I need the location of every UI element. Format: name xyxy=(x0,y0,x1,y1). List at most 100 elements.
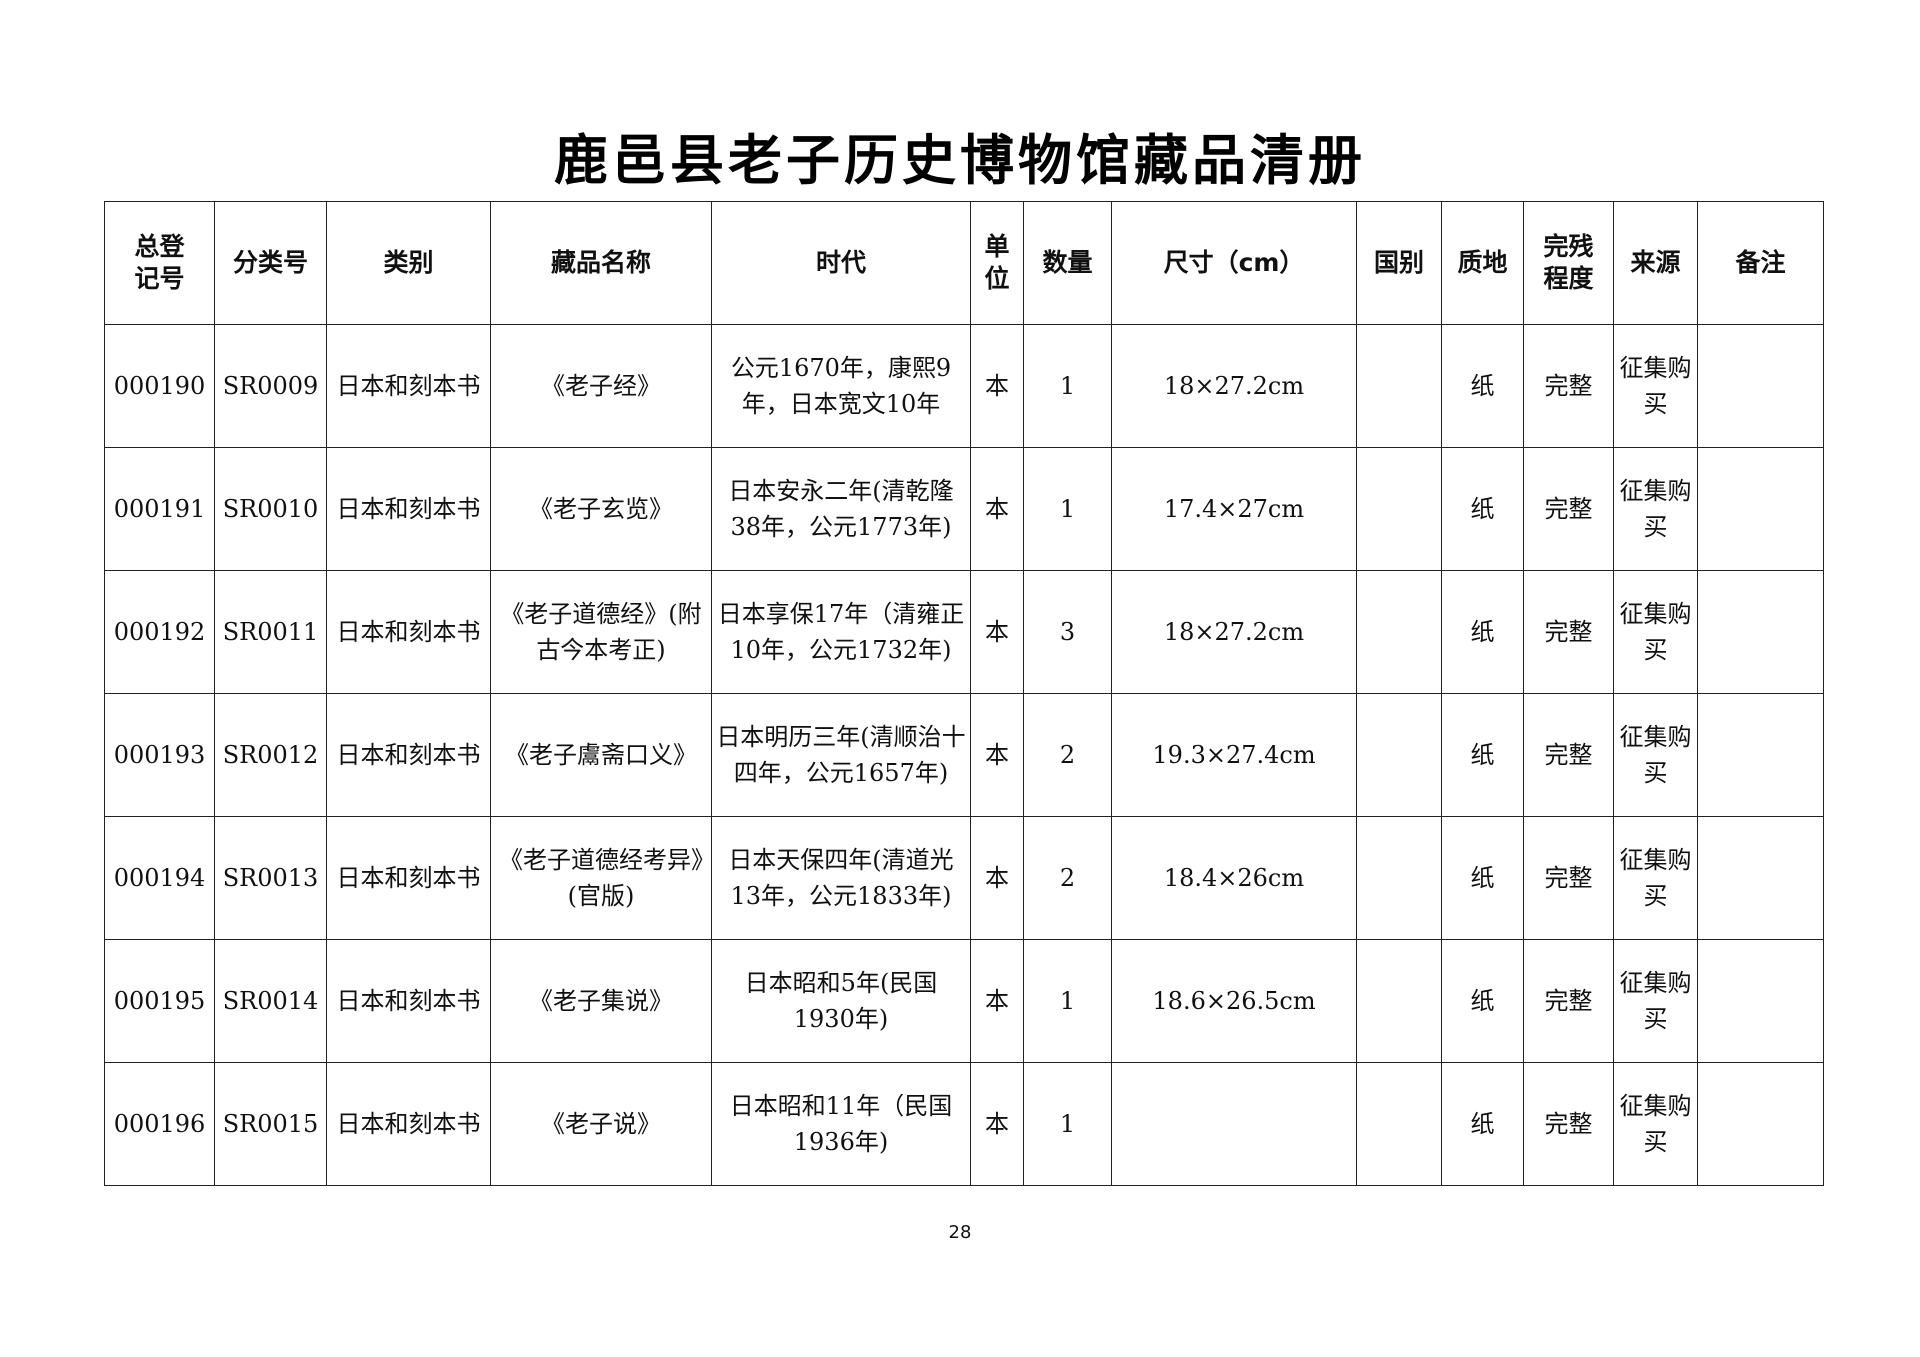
cell-country xyxy=(1356,447,1442,571)
table-row: 000191 SR0010 日本和刻本书 《老子玄览》 日本安永二年(清乾隆38… xyxy=(104,447,1824,571)
cell-condition: 完整 xyxy=(1523,939,1614,1063)
cell-qty: 1 xyxy=(1023,324,1112,448)
cell-class-no: SR0010 xyxy=(214,447,327,571)
cell-size: 18.6×26.5cm xyxy=(1111,939,1357,1063)
cell-note xyxy=(1697,324,1824,448)
cell-name: 《老子道德经考异》(官版) xyxy=(490,816,712,940)
cell-condition: 完整 xyxy=(1523,1062,1614,1186)
header-name: 藏品名称 xyxy=(490,201,712,325)
table-row: 000193 SR0012 日本和刻本书 《老子鬳斋口义》 日本明历三年(清顺治… xyxy=(104,693,1824,817)
cell-category: 日本和刻本书 xyxy=(326,693,491,817)
cell-size: 18×27.2cm xyxy=(1111,324,1357,448)
cell-reg-no: 000190 xyxy=(104,324,215,448)
cell-category: 日本和刻本书 xyxy=(326,324,491,448)
cell-note xyxy=(1697,1062,1824,1186)
cell-country xyxy=(1356,1062,1442,1186)
cell-name: 《老子经》 xyxy=(490,324,712,448)
cell-condition: 完整 xyxy=(1523,570,1614,694)
cell-source: 征集购买 xyxy=(1613,816,1698,940)
cell-note xyxy=(1697,693,1824,817)
cell-class-no: SR0013 xyxy=(214,816,327,940)
cell-material: 纸 xyxy=(1441,816,1524,940)
cell-era: 日本安永二年(清乾隆38年，公元1773年) xyxy=(711,447,971,571)
cell-qty: 1 xyxy=(1023,939,1112,1063)
cell-reg-no: 000194 xyxy=(104,816,215,940)
cell-condition: 完整 xyxy=(1523,447,1614,571)
table-row: 000192 SR0011 日本和刻本书 《老子道德经》(附古今本考正) 日本享… xyxy=(104,570,1824,694)
cell-condition: 完整 xyxy=(1523,324,1614,448)
cell-material: 纸 xyxy=(1441,1062,1524,1186)
cell-condition: 完整 xyxy=(1523,816,1614,940)
cell-source: 征集购买 xyxy=(1613,693,1698,817)
cell-qty: 3 xyxy=(1023,570,1112,694)
cell-name: 《老子集说》 xyxy=(490,939,712,1063)
header-condition: 完残 程度 xyxy=(1523,201,1614,325)
cell-reg-no: 000193 xyxy=(104,693,215,817)
cell-qty: 1 xyxy=(1023,447,1112,571)
cell-material: 纸 xyxy=(1441,693,1524,817)
header-category: 类别 xyxy=(326,201,491,325)
header-class-no: 分类号 xyxy=(214,201,327,325)
cell-qty: 2 xyxy=(1023,693,1112,817)
cell-category: 日本和刻本书 xyxy=(326,570,491,694)
table-row: 000194 SR0013 日本和刻本书 《老子道德经考异》(官版) 日本天保四… xyxy=(104,816,1824,940)
cell-size: 18.4×26cm xyxy=(1111,816,1357,940)
cell-unit: 本 xyxy=(970,324,1024,448)
cell-category: 日本和刻本书 xyxy=(326,447,491,571)
cell-size: 18×27.2cm xyxy=(1111,570,1357,694)
cell-source: 征集购买 xyxy=(1613,570,1698,694)
cell-qty: 1 xyxy=(1023,1062,1112,1186)
cell-unit: 本 xyxy=(970,570,1024,694)
cell-name: 《老子说》 xyxy=(490,1062,712,1186)
cell-unit: 本 xyxy=(970,816,1024,940)
cell-size: 19.3×27.4cm xyxy=(1111,693,1357,817)
header-country: 国别 xyxy=(1356,201,1442,325)
header-row: 总登 记号 分类号 类别 藏品名称 时代 单位 数量 尺寸（cm） 国别 质地 完… xyxy=(104,201,1824,325)
collection-table: 总登 记号 分类号 类别 藏品名称 时代 单位 数量 尺寸（cm） 国别 质地 完… xyxy=(104,201,1824,1186)
cell-era: 日本天保四年(清道光13年，公元1833年) xyxy=(711,816,971,940)
cell-unit: 本 xyxy=(970,693,1024,817)
cell-class-no: SR0015 xyxy=(214,1062,327,1186)
header-size: 尺寸（cm） xyxy=(1111,201,1357,325)
header-unit: 单位 xyxy=(970,201,1024,325)
cell-material: 纸 xyxy=(1441,447,1524,571)
cell-category: 日本和刻本书 xyxy=(326,939,491,1063)
header-reg-no: 总登 记号 xyxy=(104,201,215,325)
cell-class-no: SR0014 xyxy=(214,939,327,1063)
header-material: 质地 xyxy=(1441,201,1524,325)
cell-name: 《老子玄览》 xyxy=(490,447,712,571)
header-qty: 数量 xyxy=(1023,201,1112,325)
cell-qty: 2 xyxy=(1023,816,1112,940)
cell-unit: 本 xyxy=(970,939,1024,1063)
cell-era: 日本昭和5年(民国1930年) xyxy=(711,939,971,1063)
table-row: 000196 SR0015 日本和刻本书 《老子说》 日本昭和11年（民国193… xyxy=(104,1062,1824,1186)
cell-country xyxy=(1356,816,1442,940)
cell-era: 日本享保17年（清雍正10年，公元1732年) xyxy=(711,570,971,694)
cell-class-no: SR0011 xyxy=(214,570,327,694)
cell-country xyxy=(1356,570,1442,694)
cell-unit: 本 xyxy=(970,1062,1024,1186)
cell-size: 17.4×27cm xyxy=(1111,447,1357,571)
cell-condition: 完整 xyxy=(1523,693,1614,817)
cell-reg-no: 000196 xyxy=(104,1062,215,1186)
header-era: 时代 xyxy=(711,201,971,325)
cell-source: 征集购买 xyxy=(1613,447,1698,571)
cell-note xyxy=(1697,447,1824,571)
cell-material: 纸 xyxy=(1441,570,1524,694)
cell-source: 征集购买 xyxy=(1613,324,1698,448)
page-title: 鹿邑县老子历史博物馆藏品清册 xyxy=(554,129,1366,192)
cell-note xyxy=(1697,816,1824,940)
table-row: 000190 SR0009 日本和刻本书 《老子经》 公元1670年，康熙9年，… xyxy=(104,324,1824,448)
cell-reg-no: 000195 xyxy=(104,939,215,1063)
header-source: 来源 xyxy=(1613,201,1698,325)
cell-era: 日本明历三年(清顺治十四年，公元1657年) xyxy=(711,693,971,817)
cell-class-no: SR0012 xyxy=(214,693,327,817)
table-row: 000195 SR0014 日本和刻本书 《老子集说》 日本昭和5年(民国193… xyxy=(104,939,1824,1063)
cell-material: 纸 xyxy=(1441,324,1524,448)
header-note: 备注 xyxy=(1697,201,1824,325)
cell-material: 纸 xyxy=(1441,939,1524,1063)
cell-class-no: SR0009 xyxy=(214,324,327,448)
cell-note xyxy=(1697,939,1824,1063)
page-number: 28 xyxy=(948,1222,972,1243)
cell-era: 公元1670年，康熙9年，日本宽文10年 xyxy=(711,324,971,448)
